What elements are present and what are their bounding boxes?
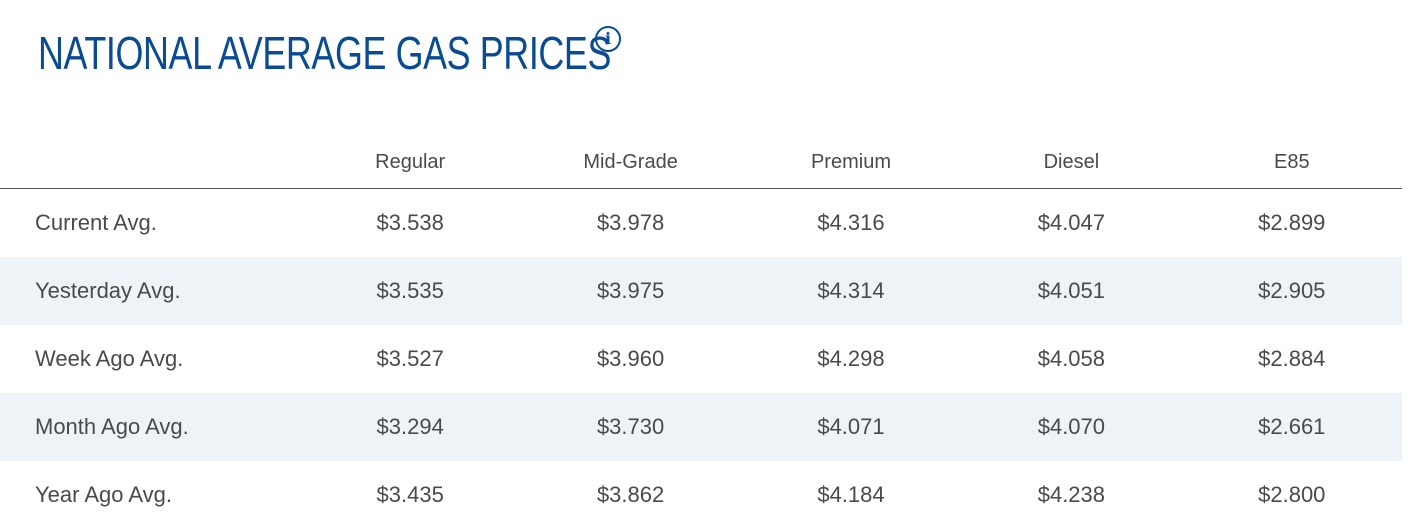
row-label: Year Ago Avg. <box>35 482 173 507</box>
table-row: Year Ago Avg. $3.435 $3.862 $4.184 $4.23… <box>0 461 1402 529</box>
price-cell: $3.535 <box>300 257 521 325</box>
price-cell: $4.184 <box>817 482 885 507</box>
header-premium: Premium <box>740 136 962 189</box>
table-row: Month Ago Avg. $3.294 $3.730 $4.071 $4.0… <box>0 393 1402 461</box>
row-label: Yesterday Avg. <box>0 257 300 325</box>
table-header-row: Regular Mid-Grade Premium Diesel E85 <box>0 136 1402 189</box>
price-cell: $4.047 <box>1037 210 1106 235</box>
header-e85: E85 <box>1181 136 1402 189</box>
header-mid-grade: Mid-Grade <box>520 136 741 189</box>
price-cell: $4.298 <box>817 346 885 371</box>
gas-prices-table: Regular Mid-Grade Premium Diesel E85 Cur… <box>0 136 1402 529</box>
price-cell: $4.071 <box>740 393 962 461</box>
price-cell: $2.661 <box>1181 393 1402 461</box>
price-cell: $3.978 <box>596 210 665 235</box>
info-icon[interactable]: i <box>595 26 621 52</box>
row-label: Month Ago Avg. <box>0 393 300 461</box>
table-row: Yesterday Avg. $3.535 $3.975 $4.314 $4.0… <box>0 257 1402 325</box>
price-cell: $3.538 <box>376 210 444 235</box>
table-row: Current Avg. $3.538 $3.978 $4.316 $4.047… <box>0 189 1402 258</box>
price-cell: $4.058 <box>1037 346 1106 371</box>
table-row: Week Ago Avg. $3.527 $3.960 $4.298 $4.05… <box>0 325 1402 393</box>
price-cell: $4.316 <box>817 210 885 235</box>
header-diesel: Diesel <box>961 136 1182 189</box>
price-cell: $3.960 <box>596 346 665 371</box>
price-cell: $3.527 <box>376 346 444 371</box>
price-cell: $2.884 <box>1258 346 1326 371</box>
price-cell: $2.800 <box>1258 482 1326 507</box>
price-cell: $4.070 <box>961 393 1182 461</box>
price-cell: $4.314 <box>740 257 962 325</box>
price-cell: $3.294 <box>300 393 521 461</box>
title-area: NATIONAL AVERAGE GAS PRICES i <box>38 24 748 84</box>
price-cell: $3.435 <box>376 482 444 507</box>
price-cell: $2.905 <box>1181 257 1402 325</box>
page-title: NATIONAL AVERAGE GAS PRICES <box>38 27 612 79</box>
header-regular: Regular <box>300 136 521 189</box>
price-cell: $3.975 <box>520 257 741 325</box>
header-label-column <box>0 136 300 189</box>
price-cell: $2.899 <box>1258 210 1326 235</box>
price-cell: $4.051 <box>961 257 1182 325</box>
price-cell: $4.238 <box>1037 482 1106 507</box>
price-cell: $3.862 <box>596 482 665 507</box>
row-label: Week Ago Avg. <box>35 346 184 371</box>
row-label: Current Avg. <box>35 210 157 235</box>
price-cell: $3.730 <box>520 393 741 461</box>
